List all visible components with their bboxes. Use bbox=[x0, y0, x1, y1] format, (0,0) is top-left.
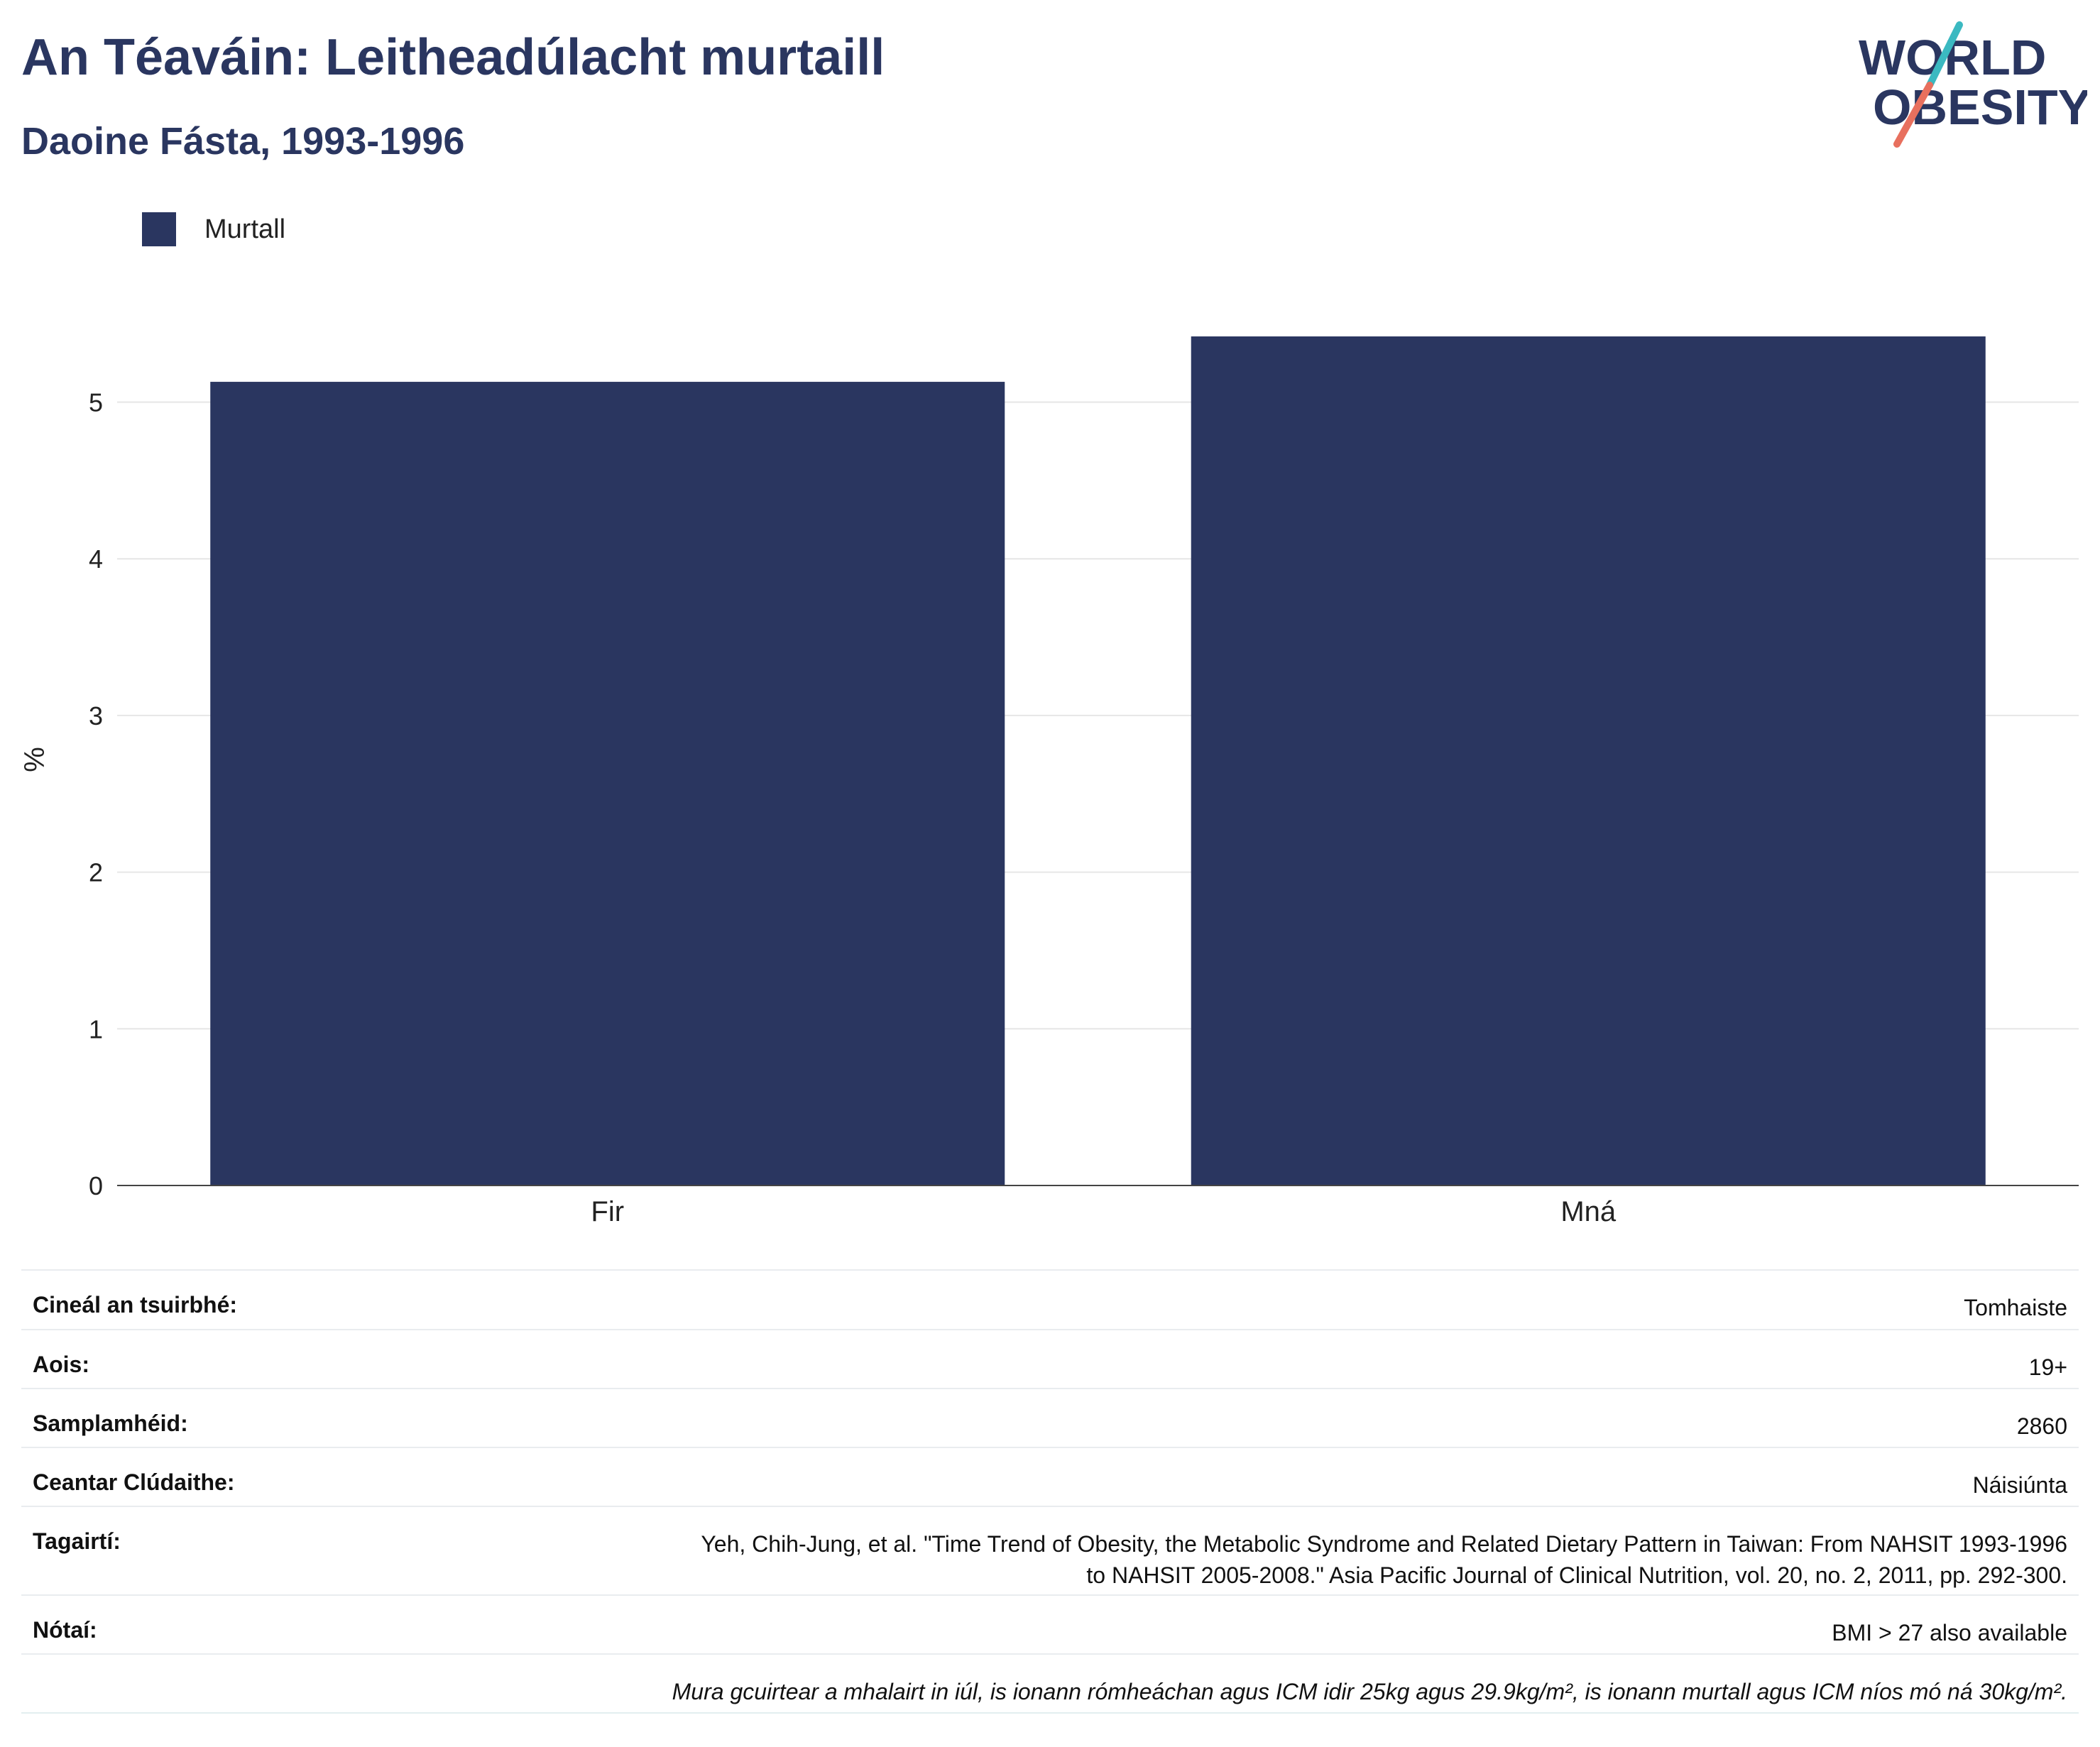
y-tick-label: 3 bbox=[89, 701, 103, 730]
info-row-age: Aois: 19+ bbox=[21, 1329, 2079, 1388]
info-key: Tagairtí: bbox=[33, 1528, 121, 1554]
y-tick-label: 2 bbox=[89, 858, 103, 887]
info-row-area-covered: Ceantar Clúdaithe: Náisiúnta bbox=[21, 1447, 2079, 1506]
legend-label-murtall: Murtall bbox=[204, 214, 286, 244]
info-row-sample-size: Samplamhéid: 2860 bbox=[21, 1388, 2079, 1447]
info-key: Cineál an tsuirbhé: bbox=[33, 1292, 238, 1318]
info-row-references: Tagairtí: Yeh, Chih-Jung, et al. "Time T… bbox=[21, 1506, 2079, 1594]
info-key: Samplamhéid: bbox=[33, 1411, 188, 1436]
info-value: Náisiúnta bbox=[1972, 1472, 2067, 1498]
reference-line-1: Yeh, Chih-Jung, et al. "Time Trend of Ob… bbox=[701, 1531, 2067, 1557]
y-tick-label: 4 bbox=[89, 544, 103, 574]
chart-legend[interactable]: Murtall bbox=[142, 212, 285, 247]
footnote-text: Mura gcuirtear a mhalairt in iúl, is ion… bbox=[672, 1679, 2067, 1704]
info-row-survey-type: Cineál an tsuirbhé: Tomhaiste bbox=[21, 1269, 2079, 1329]
chart-subtitle: Daoine Fásta, 1993-1996 bbox=[21, 120, 465, 163]
info-key: Aois: bbox=[33, 1352, 89, 1377]
logo-slash-teal bbox=[1926, 21, 1963, 89]
y-tick-label: 5 bbox=[89, 388, 103, 417]
info-value: BMI > 27 also available bbox=[1832, 1620, 2067, 1645]
legend-swatch-murtall bbox=[142, 212, 176, 246]
info-value: Tomhaiste bbox=[1964, 1295, 2067, 1320]
x-tick-label: Fir bbox=[591, 1196, 624, 1227]
world-obesity-logo: WORLD OBESITY bbox=[1859, 21, 2087, 148]
info-value: Yeh, Chih-Jung, et al. "Time Trend of Ob… bbox=[701, 1528, 2067, 1591]
info-value: 19+ bbox=[2028, 1354, 2067, 1380]
bar-chart: 0 1 2 3 4 5 Fir Mná% bbox=[19, 336, 2079, 1227]
bar-fir bbox=[210, 381, 1005, 1185]
info-row-footnote: Mura gcuirtear a mhalairt in iúl, is ion… bbox=[21, 1653, 2079, 1714]
chart-title: An Téaváin: Leitheadúlacht murtaill bbox=[21, 29, 885, 86]
logo-slash-coral bbox=[1893, 82, 1933, 148]
info-key: Ceantar Clúdaithe: bbox=[33, 1469, 235, 1495]
info-row-notes: Nótaí: BMI > 27 also available bbox=[21, 1594, 2079, 1653]
y-tick-label: 1 bbox=[89, 1014, 103, 1044]
reference-line-2: to NAHSIT 2005-2008." Asia Pacific Journ… bbox=[1086, 1562, 2067, 1588]
y-tick-label: 0 bbox=[89, 1171, 103, 1200]
survey-info-table: Cineál an tsuirbhé: Tomhaiste Aois: 19+ … bbox=[21, 1269, 2079, 1714]
x-tick-label: Mná bbox=[1560, 1196, 1617, 1227]
info-key: Nótaí: bbox=[33, 1617, 97, 1643]
info-value: 2860 bbox=[2016, 1413, 2067, 1439]
y-axis-label: % bbox=[19, 747, 50, 772]
bar-mná bbox=[1191, 336, 1986, 1185]
